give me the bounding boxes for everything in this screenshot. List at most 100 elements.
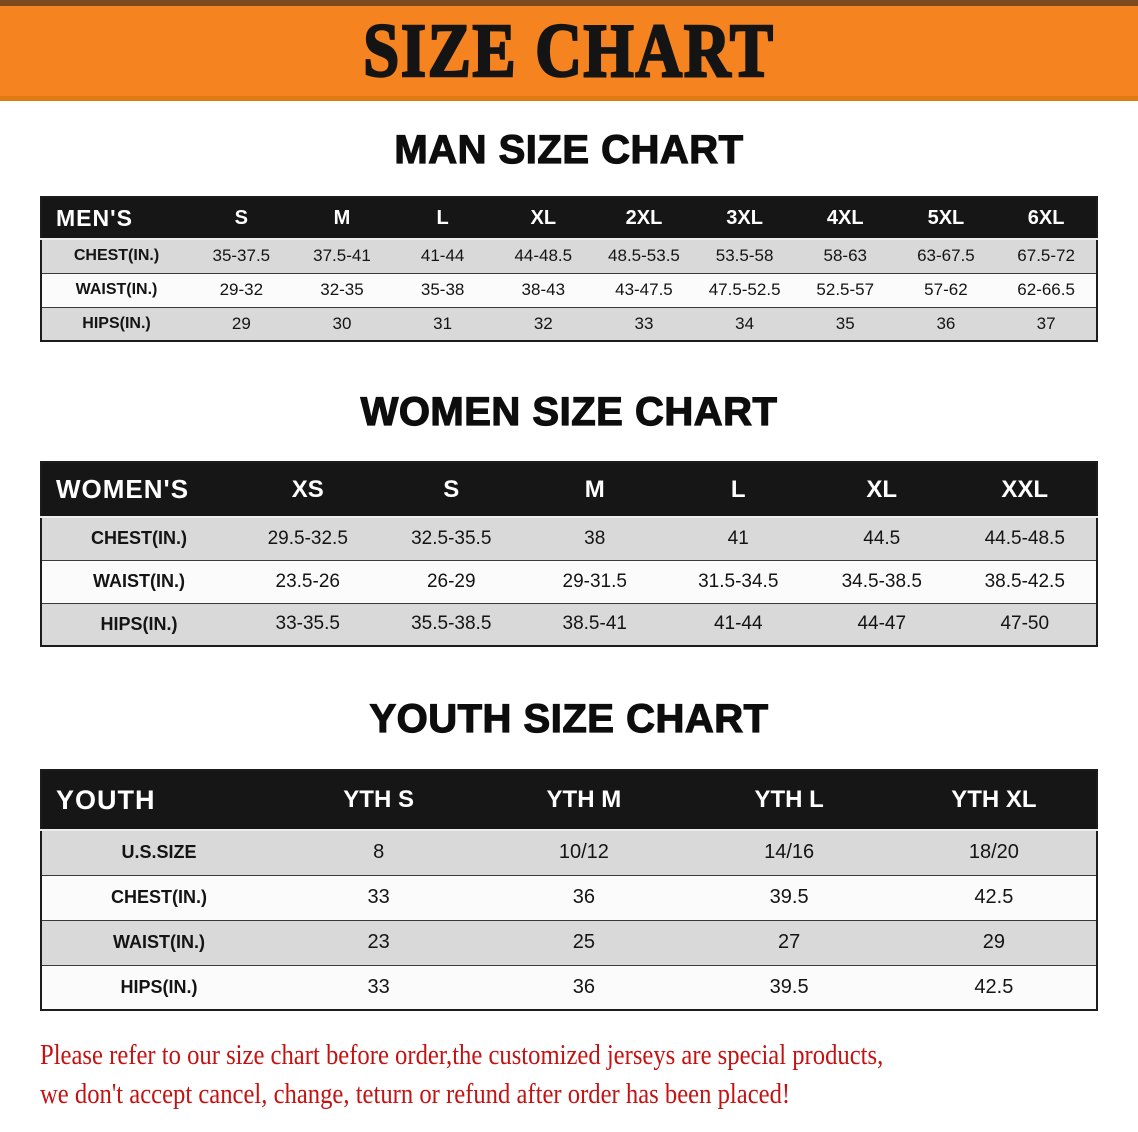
size-column-header: S: [379, 462, 523, 517]
size-value-cell: 44-48.5: [492, 238, 594, 273]
size-value-cell: 38.5-42.5: [953, 559, 1097, 603]
size-value-cell: 34.5-38.5: [810, 559, 954, 603]
size-value-cell: 62-66.5: [996, 272, 1097, 307]
size-column-header: S: [191, 197, 292, 239]
size-value-cell: 14/16: [686, 829, 892, 875]
page-title: SIZE CHART: [362, 9, 775, 93]
men-section-heading: MAN SIZE CHART: [394, 127, 744, 172]
size-column-header: 5XL: [895, 197, 997, 239]
size-column-header: XL: [810, 462, 954, 517]
size-value-cell: 33: [593, 306, 695, 341]
size-value-cell: 35-38: [392, 272, 493, 307]
size-value-cell: 52.5-57: [794, 272, 896, 307]
row-label: HIPS(IN.): [41, 602, 236, 646]
measurement-row: HIPS(IN.) 33 36 39.5 42.5: [41, 964, 1097, 1010]
size-column-header: M: [523, 462, 667, 517]
size-value-cell: 29: [191, 306, 292, 341]
size-value-cell: 25: [481, 919, 687, 965]
size-value-cell: 42.5: [891, 964, 1097, 1010]
row-label: U.S.SIZE: [41, 829, 276, 875]
banner: SIZE CHART: [0, 0, 1138, 101]
size-column-header: YTH S: [276, 770, 482, 830]
size-value-cell: 33: [276, 874, 482, 920]
size-column-header: YTH M: [481, 770, 687, 830]
size-value-cell: 43-47.5: [593, 272, 695, 307]
measurement-row: HIPS(IN.) 29 30 31 32 33 34 35 36 37: [41, 306, 1097, 341]
size-column-header: L: [666, 462, 810, 517]
measurement-row: WAIST(IN.) 29-32 32-35 35-38 38-43 43-47.5 47.…: [41, 272, 1097, 307]
size-value-cell: 33-35.5: [236, 602, 380, 646]
youth-section-heading: YOUTH SIZE CHART: [369, 696, 769, 741]
women-section-heading: WOMEN SIZE CHART: [360, 389, 778, 434]
size-value-cell: 31: [392, 306, 493, 341]
size-value-cell: 34: [694, 306, 795, 341]
size-column-header: YTH L: [686, 770, 892, 830]
section-women: WOMEN SIZE CHART WOMEN'S XS S M L XL XXL CHEST(…: [40, 342, 1098, 647]
size-value-cell: 47-50: [953, 602, 1097, 646]
size-value-cell: 32.5-35.5: [379, 516, 523, 560]
measurement-row: U.S.SIZE 8 10/12 14/16 18/20: [41, 829, 1097, 875]
size-column-header: XL: [492, 197, 594, 239]
row-label: HIPS(IN.): [41, 964, 276, 1010]
size-value-cell: 36: [481, 964, 687, 1010]
size-value-cell: 44.5: [810, 516, 954, 560]
size-value-cell: 10/12: [481, 829, 687, 875]
content: MAN SIZE CHART MEN'S S M L XL 2XL 3XL 4XL 5XL 6XL…: [0, 101, 1138, 1011]
row-label: CHEST(IN.): [41, 516, 236, 560]
row-label: HIPS(IN.): [41, 306, 191, 341]
size-value-cell: 53.5-58: [694, 238, 795, 273]
measurement-row: HIPS(IN.) 33-35.5 35.5-38.5 38.5-41 41-44 44-…: [41, 602, 1097, 646]
size-value-cell: 44-47: [810, 602, 954, 646]
section-men: MAN SIZE CHART MEN'S S M L XL 2XL 3XL 4XL 5XL 6XL…: [40, 101, 1098, 342]
size-column-header: M: [291, 197, 393, 239]
size-value-cell: 63-67.5: [895, 238, 997, 273]
size-value-cell: 38.5-41: [523, 602, 667, 646]
footer-note: Please refer to our size chart before or…: [0, 1011, 1138, 1114]
row-label: WAIST(IN.): [41, 919, 276, 965]
size-column-header: 2XL: [593, 197, 695, 239]
size-column-header: 3XL: [694, 197, 795, 239]
women-size-table: WOMEN'S XS S M L XL XXL CHEST(IN.) 29.5-32.5 32.5…: [40, 461, 1098, 647]
note-line-1: Please refer to our size chart before or…: [40, 1040, 884, 1071]
size-value-cell: 23.5-26: [236, 559, 380, 603]
size-value-cell: 41: [666, 516, 810, 560]
size-value-cell: 29: [891, 919, 1097, 965]
table-corner-label: YOUTH: [41, 770, 276, 830]
size-column-header: XXL: [953, 462, 1097, 517]
size-value-cell: 48.5-53.5: [593, 238, 695, 273]
table-header-row: MEN'S S M L XL 2XL 3XL 4XL 5XL 6XL: [41, 197, 1097, 239]
size-value-cell: 29.5-32.5: [236, 516, 380, 560]
table-corner-label: MEN'S: [41, 197, 191, 239]
youth-size-table: YOUTH YTH S YTH M YTH L YTH XL U.S.SIZE 8 10/12…: [40, 769, 1098, 1011]
size-value-cell: 31.5-34.5: [666, 559, 810, 603]
table-header-row: WOMEN'S XS S M L XL XXL: [41, 462, 1097, 517]
size-value-cell: 57-62: [895, 272, 997, 307]
size-value-cell: 30: [291, 306, 393, 341]
size-value-cell: 29-31.5: [523, 559, 667, 603]
size-value-cell: 27: [686, 919, 892, 965]
size-column-header: 4XL: [794, 197, 896, 239]
table-header-row: YOUTH YTH S YTH M YTH L YTH XL: [41, 770, 1097, 830]
measurement-row: CHEST(IN.) 29.5-32.5 32.5-35.5 38 41 44.5 44.5…: [41, 516, 1097, 560]
size-value-cell: 23: [276, 919, 482, 965]
measurement-row: WAIST(IN.) 23 25 27 29: [41, 919, 1097, 965]
size-value-cell: 32-35: [291, 272, 393, 307]
measurement-row: WAIST(IN.) 23.5-26 26-29 29-31.5 31.5-34.5 34…: [41, 559, 1097, 603]
table-corner-label: WOMEN'S: [41, 462, 236, 517]
size-value-cell: 39.5: [686, 874, 892, 920]
size-value-cell: 35.5-38.5: [379, 602, 523, 646]
section-youth: YOUTH SIZE CHART YOUTH YTH S YTH M YTH L YTH…: [40, 647, 1098, 1011]
row-label: WAIST(IN.): [41, 559, 236, 603]
size-column-header: L: [392, 197, 493, 239]
size-value-cell: 58-63: [794, 238, 896, 273]
size-value-cell: 32: [492, 306, 594, 341]
size-value-cell: 35-37.5: [191, 238, 292, 273]
size-column-header: YTH XL: [891, 770, 1097, 830]
size-value-cell: 67.5-72: [996, 238, 1097, 273]
men-size-table: MEN'S S M L XL 2XL 3XL 4XL 5XL 6XL CHEST(IN.) 35-37…: [40, 196, 1098, 342]
size-value-cell: 39.5: [686, 964, 892, 1010]
size-value-cell: 42.5: [891, 874, 1097, 920]
size-value-cell: 37.5-41: [291, 238, 393, 273]
size-value-cell: 41-44: [666, 602, 810, 646]
measurement-row: CHEST(IN.) 35-37.5 37.5-41 41-44 44-48.5 48.5…: [41, 238, 1097, 273]
